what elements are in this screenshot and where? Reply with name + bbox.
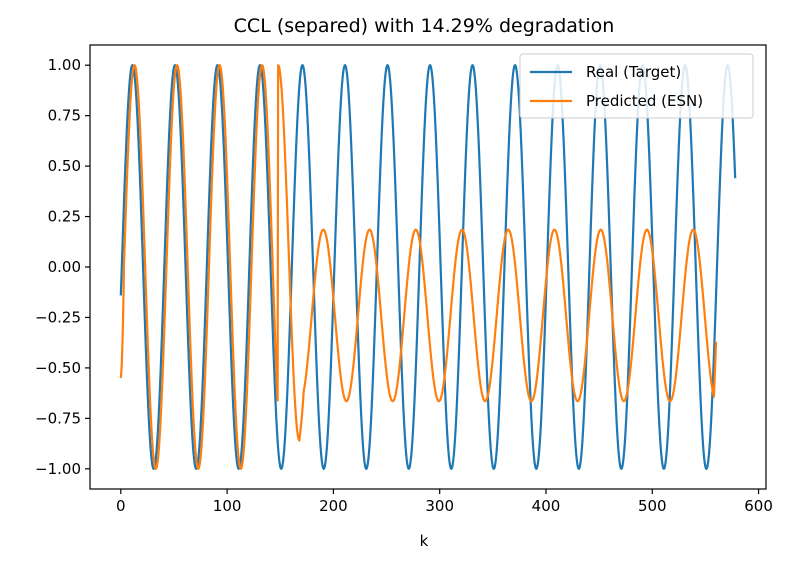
series-line-predicted bbox=[119, 64, 718, 470]
series-line-real bbox=[119, 64, 737, 470]
legend-entry: Predicted (ESN) bbox=[586, 92, 703, 110]
y-tick-label: 0.00 bbox=[48, 258, 81, 276]
legend: Real (Target) Predicted (ESN) bbox=[519, 53, 754, 119]
legend-box bbox=[519, 53, 754, 119]
y-tick-label: −0.25 bbox=[35, 308, 81, 326]
y-tick-label: 0.25 bbox=[48, 208, 81, 226]
chart-title: CCL (separed) with 14.29% degradation bbox=[234, 15, 615, 37]
plot-area: 0 100 200 300 400 500 600 −1.00 −0.75 −0.50 −0.25… bbox=[35, 44, 773, 515]
y-tick-label: −0.50 bbox=[35, 359, 81, 377]
x-tick-label: 300 bbox=[425, 497, 454, 515]
x-tick-label: 100 bbox=[213, 497, 242, 515]
y-tick-label: −0.75 bbox=[35, 409, 81, 427]
x-tick-label: 400 bbox=[532, 497, 561, 515]
y-tick-label: −1.00 bbox=[35, 460, 81, 478]
y-tick-label: 0.50 bbox=[48, 157, 81, 175]
x-tick-label: 200 bbox=[319, 497, 348, 515]
x-axis: 0 100 200 300 400 500 600 bbox=[116, 489, 773, 515]
x-tick-label: 600 bbox=[744, 497, 773, 515]
x-tick-label: 0 bbox=[116, 497, 126, 515]
legend-entry: Real (Target) bbox=[586, 63, 681, 81]
x-axis-label: k bbox=[420, 532, 429, 550]
x-tick-label: 500 bbox=[638, 497, 667, 515]
series-layer bbox=[119, 64, 737, 470]
y-tick-label: 0.75 bbox=[48, 107, 81, 125]
y-tick-label: 1.00 bbox=[48, 56, 81, 74]
y-axis: −1.00 −0.75 −0.50 −0.25 0.00 0.25 0.50 0.75 1.00 bbox=[35, 56, 90, 478]
